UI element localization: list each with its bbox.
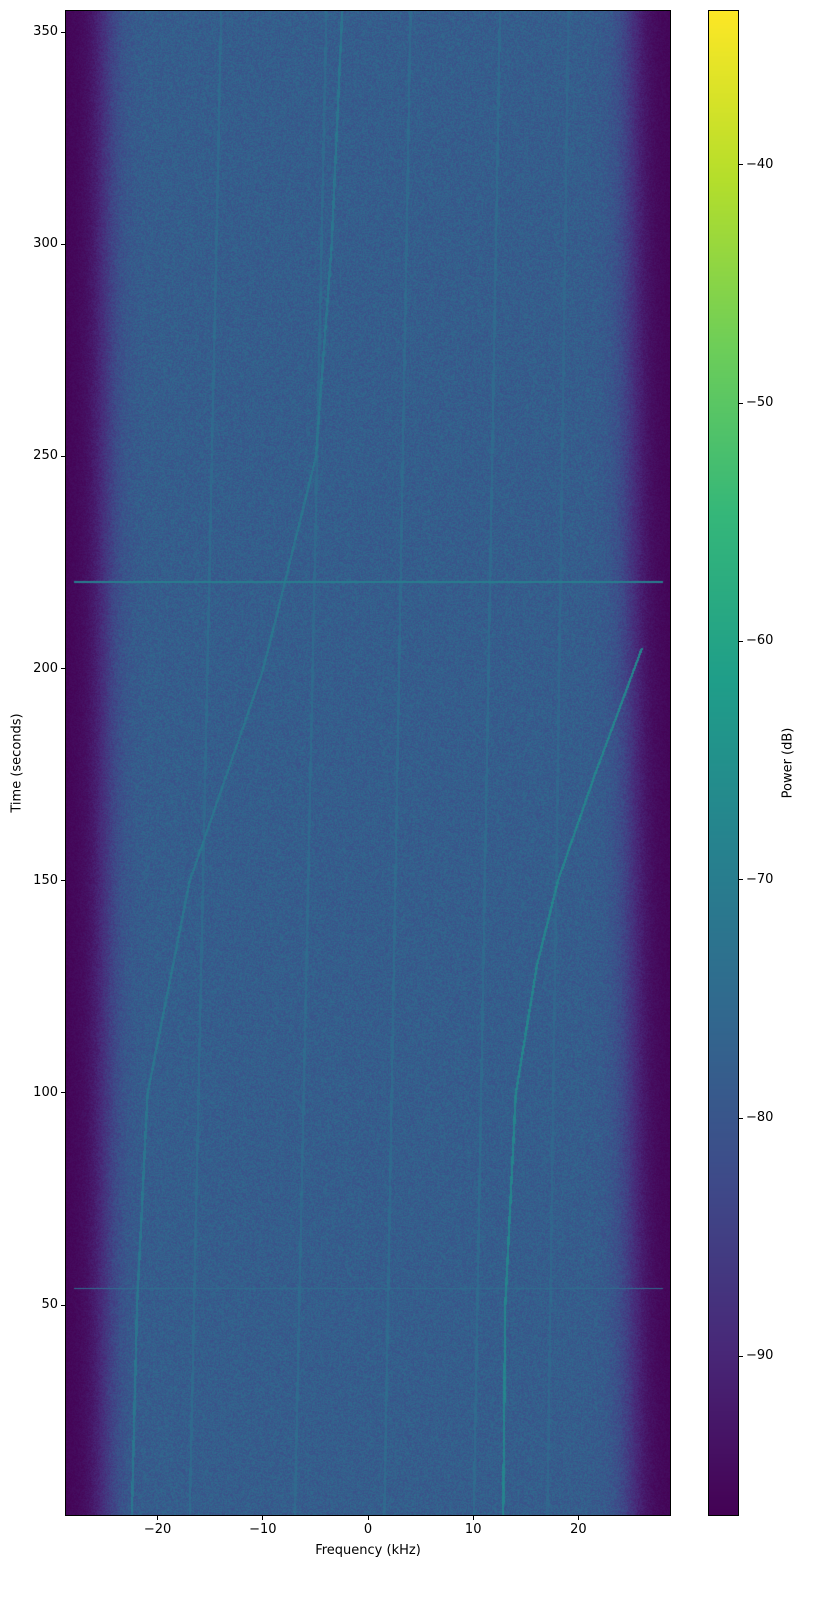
colorbar-tick: [739, 402, 743, 404]
x-tick: [367, 1516, 369, 1520]
plot-frame: [65, 10, 671, 1516]
colorbar-tick-label: −40: [746, 156, 774, 172]
colorbar-tick: [739, 879, 743, 881]
x-tick: [472, 1516, 474, 1520]
y-tick-label: 50: [41, 1297, 58, 1313]
y-tick: [61, 880, 65, 882]
colorbar: [708, 10, 739, 1516]
colorbar-tick-label: −70: [746, 871, 774, 887]
y-tick-label: 300: [33, 236, 58, 252]
x-tick-label: −20: [143, 1522, 172, 1537]
x-tick-label: 10: [464, 1522, 482, 1537]
y-tick: [61, 1304, 65, 1306]
colorbar-tick-label: −90: [746, 1348, 774, 1364]
x-tick-label: 20: [570, 1522, 587, 1537]
x-tick: [157, 1516, 159, 1520]
y-tick: [61, 1092, 65, 1094]
y-tick: [61, 455, 65, 457]
colorbar-tick-label: −50: [746, 395, 774, 411]
colorbar-tick: [739, 164, 743, 166]
colorbar-tick: [739, 1355, 743, 1357]
y-tick-label: 100: [33, 1084, 58, 1100]
y-axis-label: Time (seconds): [9, 713, 25, 813]
x-tick-label: −10: [249, 1522, 277, 1537]
colorbar-tick-label: −60: [746, 633, 774, 649]
y-tick-label: 200: [33, 660, 58, 676]
y-tick: [61, 31, 65, 33]
x-tick: [577, 1516, 579, 1520]
colorbar-label: Power (dB): [780, 727, 796, 799]
colorbar-frame: [708, 10, 739, 1516]
y-tick: [61, 243, 65, 245]
y-tick-label: 150: [33, 872, 58, 888]
y-tick: [61, 668, 65, 670]
colorbar-gradient: [708, 10, 739, 1516]
y-tick-label: 250: [33, 448, 58, 464]
spectrogram-heatmap: [65, 10, 671, 1516]
colorbar-tick: [739, 640, 743, 642]
y-tick-label: 350: [33, 24, 58, 40]
colorbar-tick: [739, 1117, 743, 1119]
x-tick: [262, 1516, 264, 1520]
spectrogram-plot: [65, 10, 671, 1516]
x-tick-label: 0: [363, 1522, 373, 1537]
x-axis-label: Frequency (kHz): [315, 1543, 421, 1558]
colorbar-tick-label: −80: [746, 1110, 774, 1126]
